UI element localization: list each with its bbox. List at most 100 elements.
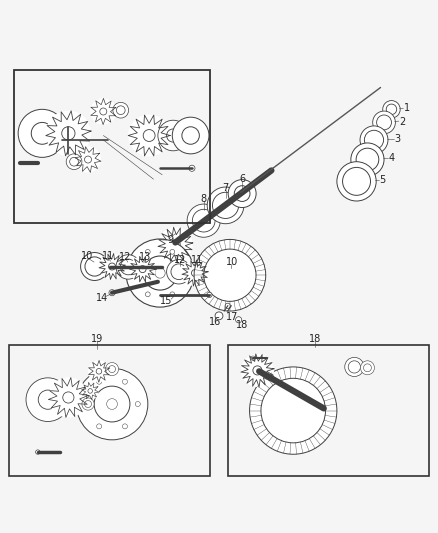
Circle shape	[377, 115, 392, 130]
Circle shape	[126, 239, 194, 307]
Circle shape	[182, 260, 208, 286]
Text: 18: 18	[309, 334, 321, 344]
Text: 10: 10	[226, 257, 238, 267]
Text: 14: 14	[96, 293, 108, 303]
Circle shape	[225, 303, 230, 309]
Circle shape	[81, 253, 109, 280]
Circle shape	[348, 361, 360, 373]
Circle shape	[85, 400, 92, 408]
Circle shape	[170, 292, 175, 297]
Circle shape	[345, 357, 364, 376]
Text: 7: 7	[223, 183, 229, 193]
Circle shape	[207, 187, 244, 224]
Circle shape	[107, 399, 117, 409]
Circle shape	[251, 356, 255, 360]
Circle shape	[253, 366, 262, 375]
Circle shape	[189, 165, 195, 171]
Circle shape	[386, 104, 397, 115]
Circle shape	[120, 259, 136, 275]
Circle shape	[337, 161, 376, 201]
Circle shape	[145, 292, 150, 297]
Circle shape	[97, 379, 102, 384]
Circle shape	[364, 364, 371, 372]
Text: 11: 11	[191, 255, 203, 265]
Text: 11: 11	[102, 251, 114, 261]
Circle shape	[85, 257, 104, 276]
Circle shape	[364, 130, 384, 149]
Circle shape	[155, 268, 165, 278]
Circle shape	[171, 264, 187, 280]
Text: 5: 5	[380, 175, 386, 185]
Circle shape	[85, 156, 92, 163]
Text: 12: 12	[173, 255, 186, 264]
Circle shape	[166, 129, 180, 142]
Circle shape	[82, 398, 94, 410]
Circle shape	[207, 292, 212, 297]
Circle shape	[122, 379, 127, 384]
Text: 19: 19	[91, 334, 103, 344]
Text: 15: 15	[160, 296, 173, 306]
Circle shape	[182, 271, 187, 276]
Circle shape	[99, 253, 125, 280]
Circle shape	[84, 401, 89, 407]
Circle shape	[241, 354, 274, 387]
Text: 17: 17	[226, 312, 238, 322]
Bar	[14, 70, 210, 223]
Circle shape	[360, 126, 388, 154]
Circle shape	[81, 382, 99, 400]
Circle shape	[172, 117, 209, 154]
Circle shape	[96, 368, 102, 374]
Circle shape	[66, 154, 82, 169]
Text: 10: 10	[81, 251, 93, 261]
Circle shape	[166, 260, 191, 284]
Circle shape	[31, 123, 53, 144]
Circle shape	[35, 450, 40, 454]
Text: 4: 4	[389, 153, 395, 163]
Circle shape	[117, 106, 125, 115]
Circle shape	[212, 192, 239, 219]
Circle shape	[373, 111, 396, 134]
Bar	[10, 345, 210, 476]
Circle shape	[76, 368, 148, 440]
Circle shape	[236, 317, 242, 323]
Text: 12: 12	[120, 252, 132, 262]
Circle shape	[228, 180, 256, 207]
Circle shape	[88, 389, 92, 393]
Circle shape	[100, 108, 107, 115]
Circle shape	[113, 102, 129, 118]
Circle shape	[215, 312, 223, 320]
Circle shape	[182, 127, 199, 144]
Circle shape	[139, 265, 146, 272]
Text: 1: 1	[404, 103, 410, 114]
Circle shape	[158, 120, 188, 151]
Circle shape	[122, 424, 127, 429]
Circle shape	[106, 362, 119, 376]
Circle shape	[109, 263, 116, 270]
Circle shape	[75, 147, 101, 173]
Circle shape	[135, 401, 140, 407]
Text: 3: 3	[394, 134, 400, 143]
Circle shape	[88, 360, 110, 382]
Circle shape	[158, 227, 193, 262]
Circle shape	[261, 378, 325, 443]
Circle shape	[70, 157, 78, 166]
Circle shape	[250, 367, 337, 454]
Circle shape	[343, 167, 371, 195]
Circle shape	[191, 270, 198, 277]
Circle shape	[133, 271, 138, 276]
Circle shape	[97, 424, 102, 429]
Circle shape	[46, 111, 91, 156]
Circle shape	[63, 392, 74, 403]
Text: 8: 8	[201, 194, 207, 204]
Circle shape	[351, 143, 384, 176]
Circle shape	[128, 115, 170, 157]
Circle shape	[360, 361, 374, 375]
Circle shape	[143, 256, 177, 290]
Circle shape	[109, 289, 115, 296]
Text: 13: 13	[139, 252, 151, 262]
Circle shape	[170, 240, 180, 249]
Circle shape	[194, 239, 266, 311]
Circle shape	[109, 366, 116, 373]
Circle shape	[145, 249, 150, 254]
Circle shape	[143, 130, 155, 141]
